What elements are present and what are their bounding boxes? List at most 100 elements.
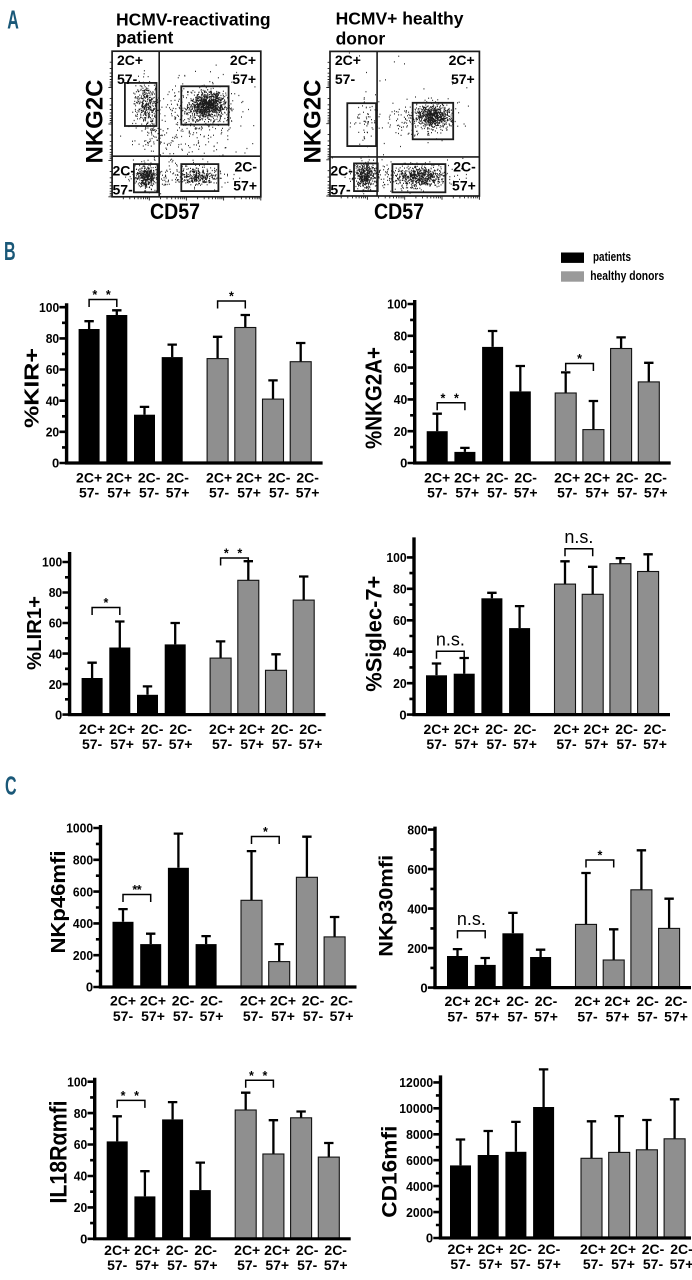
svg-text:57+: 57+: [455, 736, 479, 752]
svg-text:57-: 57-: [487, 485, 508, 501]
svg-text:2C+: 2C+: [583, 721, 609, 737]
svg-text:**: **: [132, 883, 141, 897]
svg-text:57+: 57+: [585, 736, 609, 752]
svg-text:57+: 57+: [664, 1009, 688, 1025]
svg-text:2C+: 2C+: [239, 721, 265, 737]
svg-text:2C+: 2C+: [604, 993, 630, 1009]
svg-text:2C+: 2C+: [554, 469, 580, 485]
svg-text:100: 100: [39, 300, 59, 315]
svg-text:57+: 57+: [670, 1256, 692, 1272]
svg-text:%LIR1+: %LIR1+: [24, 596, 46, 670]
svg-text:10000: 10000: [399, 1101, 433, 1116]
svg-text:0: 0: [52, 456, 59, 471]
svg-text:n.s.: n.s.: [457, 909, 486, 929]
svg-text:2C+: 2C+: [574, 993, 600, 1009]
svg-text:57+: 57+: [271, 1008, 295, 1024]
svg-text:60: 60: [49, 616, 63, 631]
svg-text:57+: 57+: [200, 1008, 224, 1024]
svg-text:57-: 57-: [117, 71, 138, 87]
svg-text:57-: 57-: [303, 1008, 324, 1024]
svg-text:80: 80: [49, 585, 63, 600]
svg-text:100: 100: [387, 297, 407, 312]
svg-text:57+: 57+: [452, 178, 476, 194]
svg-text:2C+: 2C+: [444, 993, 470, 1009]
svg-text:20: 20: [74, 1200, 88, 1215]
svg-text:2C-: 2C-: [302, 992, 325, 1008]
svg-text:2C+: 2C+: [424, 469, 450, 485]
svg-text:2C+: 2C+: [584, 469, 610, 485]
svg-text:57+: 57+: [166, 485, 190, 501]
svg-text:40: 40: [74, 1169, 88, 1184]
svg-text:57+: 57+: [606, 1009, 630, 1025]
svg-text:800: 800: [73, 853, 93, 868]
svg-text:57+: 57+: [194, 1257, 218, 1273]
svg-text:12000: 12000: [399, 1075, 433, 1090]
svg-text:2C+: 2C+: [236, 469, 262, 485]
svg-text:57-: 57-: [583, 1256, 604, 1272]
svg-text:0: 0: [80, 1232, 87, 1247]
svg-text:2C-: 2C-: [485, 721, 508, 737]
svg-text:40: 40: [393, 644, 407, 659]
svg-text:4000: 4000: [406, 1179, 433, 1194]
svg-text:2C+: 2C+: [240, 992, 266, 1008]
svg-text:57+: 57+: [611, 1256, 635, 1272]
svg-text:2C+: 2C+: [109, 721, 135, 737]
svg-text:2C-: 2C-: [166, 1242, 189, 1258]
svg-text:20: 20: [393, 676, 407, 691]
svg-text:2C-: 2C-: [330, 992, 353, 1008]
svg-text:%NKG2A+: %NKG2A+: [361, 347, 387, 449]
svg-text:20: 20: [394, 424, 408, 439]
svg-text:8000: 8000: [406, 1127, 433, 1142]
svg-text:57+: 57+: [514, 485, 538, 501]
svg-text:2C-: 2C-: [636, 993, 659, 1009]
svg-text:*: *: [577, 352, 582, 366]
svg-text:2000: 2000: [406, 1205, 433, 1220]
svg-text:57-: 57-: [427, 485, 448, 501]
svg-text:2C-: 2C-: [538, 1241, 561, 1257]
svg-text:2C+: 2C+: [79, 721, 105, 737]
svg-text:57-: 57-: [637, 1009, 658, 1025]
svg-text:57+: 57+: [479, 1256, 503, 1272]
svg-text:CD57: CD57: [150, 199, 200, 224]
svg-text:2C+: 2C+: [140, 992, 166, 1008]
svg-text:100: 100: [67, 1074, 87, 1089]
svg-text:0: 0: [399, 707, 406, 722]
svg-text:57+: 57+: [141, 1008, 165, 1024]
svg-text:2C-: 2C-: [514, 721, 537, 737]
svg-text:57-: 57-: [79, 485, 100, 501]
svg-text:HCMV+ healthy: HCMV+ healthy: [336, 9, 464, 29]
svg-text:57-: 57-: [173, 1008, 194, 1024]
svg-text:2C-: 2C-: [271, 721, 294, 737]
svg-text:0: 0: [426, 1231, 433, 1246]
svg-text:57+: 57+: [233, 178, 257, 194]
svg-text:2C-: 2C-: [172, 992, 195, 1008]
svg-text:2C+: 2C+: [104, 1242, 130, 1258]
svg-text:57-: 57-: [243, 1008, 264, 1024]
svg-text:0: 0: [420, 980, 427, 995]
svg-text:57-: 57-: [272, 736, 293, 752]
svg-text:57+: 57+: [585, 485, 609, 501]
svg-text:600: 600: [407, 862, 427, 877]
svg-text:57-: 57-: [212, 736, 233, 752]
svg-text:HCMV-reactivating: HCMV-reactivating: [116, 9, 271, 29]
svg-text:0: 0: [86, 980, 93, 995]
svg-text:2C-: 2C-: [509, 1241, 532, 1257]
svg-text:2C+: 2C+: [553, 721, 579, 737]
svg-text:57-: 57-: [82, 736, 103, 752]
svg-text:1000: 1000: [66, 821, 93, 836]
svg-text:40: 40: [46, 393, 60, 408]
svg-text:6000: 6000: [406, 1153, 433, 1168]
svg-text:2C+: 2C+: [449, 52, 475, 68]
svg-text:20: 20: [46, 425, 60, 440]
svg-text:A: A: [7, 6, 19, 35]
svg-text:2C+: 2C+: [335, 52, 361, 68]
svg-text:2C+: 2C+: [453, 721, 479, 737]
svg-text:57-: 57-: [330, 181, 351, 197]
svg-text:80: 80: [46, 331, 60, 346]
svg-text:2C+: 2C+: [454, 469, 480, 485]
svg-text:57-: 57-: [269, 485, 290, 501]
svg-text:B: B: [4, 237, 16, 266]
svg-text:57-: 57-: [237, 1257, 258, 1273]
svg-text:CD57: CD57: [374, 199, 424, 224]
svg-text:57-: 57-: [113, 1008, 134, 1024]
